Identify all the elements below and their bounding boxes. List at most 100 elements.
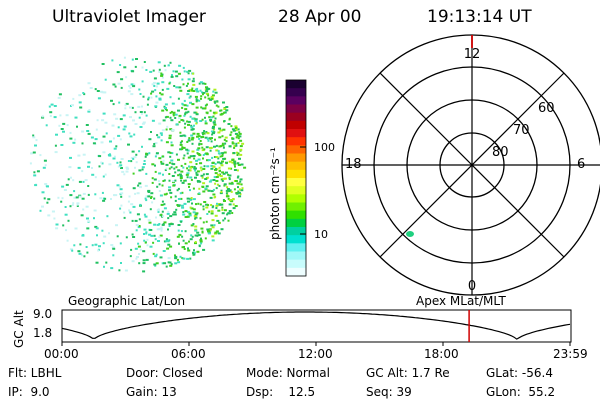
uv-pixel	[221, 160, 224, 163]
uv-pixel	[155, 101, 159, 104]
uv-pixel	[198, 244, 201, 247]
uv-pixel	[158, 71, 161, 73]
uv-pixel	[237, 152, 240, 155]
uv-pixel	[196, 250, 200, 253]
uv-pixel	[213, 145, 216, 148]
uv-pixel	[163, 203, 166, 206]
uv-pixel	[162, 223, 165, 225]
uv-pixel	[218, 203, 222, 206]
uv-pixel	[219, 155, 222, 158]
uv-pixel	[167, 243, 171, 246]
uv-pixel	[200, 97, 202, 100]
uv-pixel	[206, 103, 208, 106]
uv-pixel	[67, 178, 70, 181]
uv-pixel	[119, 118, 123, 121]
uv-pixel	[185, 84, 188, 87]
uv-pixel	[123, 216, 126, 219]
uv-pixel	[239, 139, 243, 142]
uv-pixel	[158, 172, 162, 175]
uv-pixel	[195, 173, 199, 176]
uv-pixel	[202, 221, 205, 224]
uv-pixel	[95, 261, 99, 264]
uv-pixel	[170, 223, 174, 226]
uv-pixel	[118, 269, 121, 272]
uv-pixel	[141, 168, 144, 171]
uv-pixel	[161, 129, 165, 132]
uv-pixel	[65, 229, 67, 232]
uv-pixel	[195, 163, 198, 165]
uv-pixel	[148, 233, 152, 236]
uv-pixel	[87, 165, 90, 168]
uv-pixel	[198, 154, 202, 157]
uv-pixel	[235, 129, 238, 132]
uv-pixel	[34, 184, 38, 187]
uv-pixel	[158, 190, 161, 192]
color-scale-swatch	[286, 96, 306, 106]
uv-pixel	[177, 169, 181, 172]
uv-pixel	[92, 142, 96, 145]
uv-pixel	[34, 144, 37, 147]
uv-pixel	[189, 206, 192, 209]
uv-pixel	[237, 190, 240, 193]
uv-pixel	[158, 97, 162, 100]
uv-pixel	[103, 197, 105, 200]
uv-pixel	[202, 93, 204, 96]
uv-pixel	[219, 113, 223, 116]
uv-pixel	[155, 216, 157, 219]
uv-pixel	[178, 121, 181, 124]
uv-pixel	[205, 206, 209, 209]
uv-pixel	[186, 141, 189, 143]
uv-pixel	[206, 159, 209, 162]
uv-pixel	[198, 82, 201, 85]
uv-pixel	[241, 187, 244, 190]
uv-pixel	[154, 105, 158, 108]
uv-pixel	[214, 101, 217, 104]
uv-pixel	[79, 243, 82, 246]
uv-pixel	[60, 128, 64, 130]
uv-pixel	[177, 97, 180, 100]
uv-pixel	[209, 98, 213, 101]
uv-pixel	[222, 128, 226, 131]
uv-pixel	[73, 244, 76, 247]
uv-pixel	[228, 178, 231, 181]
uv-pixel	[101, 229, 104, 232]
uv-pixel	[33, 174, 37, 177]
uv-pixel	[155, 253, 158, 256]
uv-pixel	[212, 179, 216, 181]
uv-pixel	[176, 258, 179, 261]
uv-pixel	[86, 130, 90, 132]
uv-pixel	[237, 164, 241, 166]
uv-pixel	[162, 180, 165, 182]
uv-pixel	[212, 121, 216, 124]
uv-pixel	[175, 123, 178, 126]
uv-pixel	[190, 124, 193, 127]
uv-pixel	[113, 194, 115, 197]
uv-pixel	[82, 153, 86, 156]
uv-pixel	[205, 111, 209, 114]
uv-pixel	[105, 132, 108, 135]
uv-pixel	[129, 135, 133, 138]
uv-pixel	[94, 176, 97, 179]
uv-pixel	[206, 213, 209, 215]
uv-pixel	[170, 263, 173, 266]
uv-pixel	[197, 158, 201, 161]
uv-pixel	[86, 217, 89, 220]
uv-pixel	[165, 265, 168, 268]
color-scale-ticks: 100 10	[300, 141, 335, 241]
uv-pixel	[169, 151, 172, 154]
uv-pixel	[183, 179, 186, 182]
status-gc-alt: GC Alt: 1.7 Re	[366, 366, 450, 380]
uv-pixel	[174, 257, 178, 260]
uv-pixel	[198, 192, 201, 195]
uv-pixel	[94, 138, 98, 141]
uv-pixel	[69, 248, 73, 251]
uv-pixel	[183, 154, 186, 157]
uv-pixel	[207, 232, 211, 235]
uv-pixel	[196, 90, 200, 93]
uv-pixel	[231, 128, 235, 131]
color-tick-100: 100	[314, 141, 335, 154]
uv-pixel	[155, 152, 159, 155]
uv-pixel	[222, 219, 225, 222]
uv-pixel	[153, 77, 157, 80]
uv-pixel	[200, 227, 204, 230]
